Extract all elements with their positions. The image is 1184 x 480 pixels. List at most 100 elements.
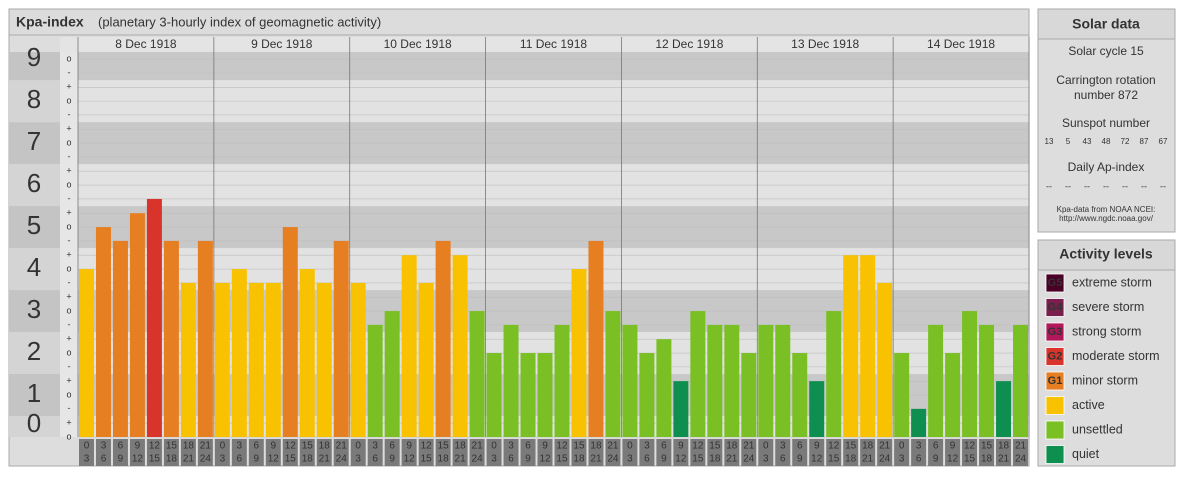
bar [588,240,604,437]
x-tick-label: 18 [319,441,331,452]
bar [265,282,281,437]
minor-tick-label: o [66,263,71,273]
legend-badge: G4 [1048,301,1064,313]
level-label-band [9,374,60,417]
x-tick-label: 9 [950,441,956,452]
hour-box [367,439,383,466]
bar [979,324,995,437]
x-tick-label: 0 [491,441,497,452]
bar [350,282,366,437]
x-tick-label: 15 [845,441,857,452]
x-tick-label: 3 [508,441,514,452]
levels-title-bar [1037,239,1176,271]
hour-box [435,439,451,466]
x-tick-label: 15 [692,454,704,465]
bar [214,282,230,437]
x-tick-label: 12 [828,441,840,452]
bar [282,227,298,437]
legend-swatch [1045,347,1065,366]
bar [452,255,468,437]
carrington: Carrington rotation [1056,73,1155,87]
bar [894,353,910,437]
minor-tick-label: o [66,95,71,105]
x-tick-label: 18 [726,441,738,452]
x-tick-label: 3 [84,454,90,465]
hour-box [180,439,196,466]
minor-tick-label: - [68,277,71,287]
level-label-band [9,332,60,375]
x-tick-label: 12 [268,454,280,465]
level-label-band [9,80,60,123]
day-label: 11 Dec 1918 [520,37,587,51]
x-tick-label: 12 [285,441,297,452]
x-tick-label: 3 [627,454,633,465]
day-label: 14 Dec 1918 [927,37,995,51]
x-tick-label: 9 [525,454,531,465]
bar [690,311,706,437]
bar [163,240,179,437]
sunspot-number: 48 [1102,137,1111,146]
hour-box [775,439,791,466]
x-tick-label: 3 [220,454,226,465]
minor-tick-label: o [66,137,71,147]
hour-box [554,439,570,466]
hour-box [469,439,485,466]
hour-box [265,439,281,466]
x-tick-label: 0 [899,441,905,452]
bar [707,324,723,437]
x-tick-label: 6 [797,441,803,452]
x-tick-label: 21 [879,441,891,452]
hour-box [95,439,111,466]
x-tick-label: 6 [118,441,124,452]
legend-label: strong storm [1072,324,1141,338]
bar [95,227,111,437]
x-tick-label: 21 [998,454,1010,465]
x-tick-label: 24 [607,454,619,465]
bar [622,324,638,437]
x-tick-label: 24 [200,454,212,465]
y-tick-label: 3 [27,294,41,324]
x-tick-label: 15 [166,441,178,452]
minor-tick-label: + [66,82,71,92]
carrington: number 872 [1074,88,1138,102]
day-label: 12 Dec 1918 [655,37,723,51]
x-tick-label: 18 [709,454,721,465]
minor-tick-label: o [66,389,71,399]
bar [401,255,417,437]
legend-swatch [1045,420,1065,440]
bar [877,282,893,437]
x-tick-label: 9 [254,454,260,465]
legend-badge: G1 [1048,375,1063,387]
x-tick-label: 21 [183,454,195,465]
x-tick-label: 0 [627,441,633,452]
minor-tick-label: + [66,334,71,344]
day-label: 8 Dec 1918 [115,37,177,51]
x-tick-label: 9 [118,454,124,465]
legend-label: extreme storm [1072,275,1152,289]
minor-tick-label: - [68,67,71,77]
hour-box [1013,439,1028,466]
bar [316,282,332,437]
bar [741,353,757,437]
x-tick-label: 3 [237,441,243,452]
minor-tick-label: - [68,403,71,413]
x-tick-label: 15 [302,441,314,452]
x-tick-label: 18 [183,441,195,452]
x-tick-label: 15 [573,441,585,452]
hour-box [79,439,94,466]
x-tick-label: 9 [678,441,684,452]
x-tick-label: 15 [709,441,721,452]
legend-label: moderate storm [1072,349,1160,363]
bar [724,324,740,437]
minor-tick-label: o [66,305,71,315]
x-tick-label: 6 [780,454,786,465]
level-label-band [9,122,60,165]
x-tick-label: 15 [421,454,433,465]
hour-box [401,439,417,466]
x-tick-label: 24 [1015,454,1027,465]
sunspot-number: 67 [1159,137,1168,146]
solar-title-bar [1037,8,1176,40]
x-tick-label: 15 [556,454,568,465]
y-tick-label: 0 [27,408,41,438]
legend-label: minor storm [1072,373,1138,387]
